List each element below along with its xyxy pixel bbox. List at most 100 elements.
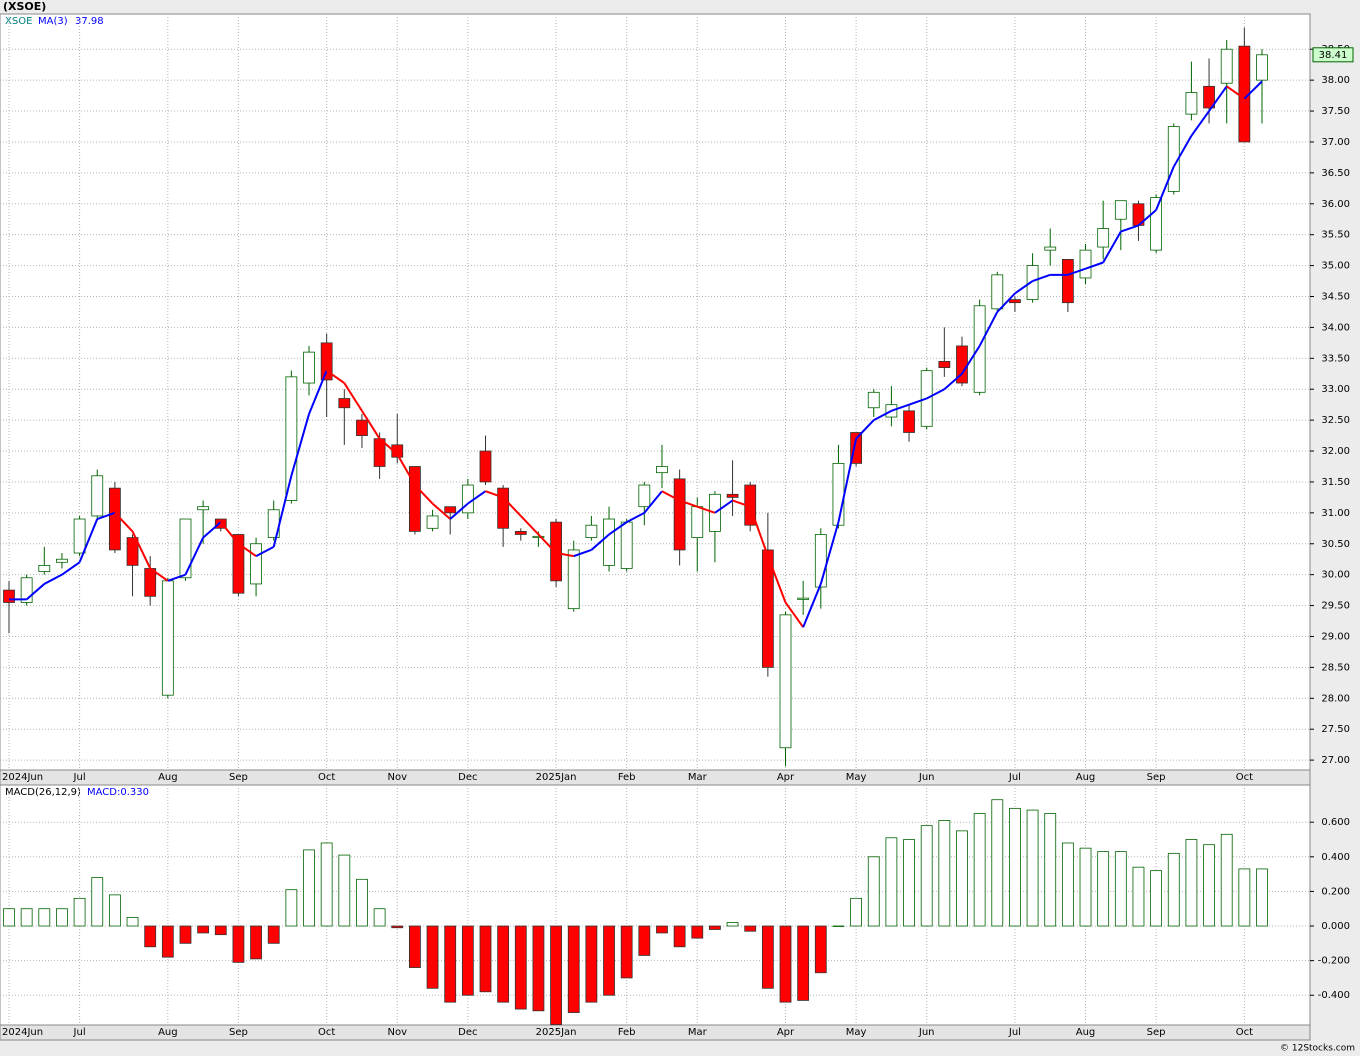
y-tick-label: 0.200 bbox=[1321, 886, 1350, 897]
macd-bar bbox=[303, 849, 315, 927]
ma-segment bbox=[573, 548, 592, 558]
y-tick-label: 29.00 bbox=[1321, 631, 1350, 642]
macd-bar bbox=[56, 908, 68, 927]
candle-body bbox=[1026, 265, 1039, 300]
candle-body bbox=[532, 535, 545, 538]
candle-body bbox=[356, 419, 368, 436]
macd-bar bbox=[1185, 839, 1198, 927]
macd-bar bbox=[567, 925, 580, 1013]
macd-bar bbox=[1044, 813, 1057, 927]
macd-bar bbox=[179, 925, 192, 944]
macd-bar bbox=[373, 908, 386, 927]
ma-segment bbox=[1085, 261, 1104, 270]
last-price-box bbox=[1312, 47, 1354, 63]
macd-bar bbox=[1097, 851, 1110, 927]
ma-segment bbox=[766, 555, 787, 603]
macd-bar bbox=[1150, 870, 1163, 927]
macd-bar bbox=[761, 925, 774, 989]
ma-segment bbox=[891, 403, 910, 412]
price-panel bbox=[0, 13, 1311, 771]
ma-segment bbox=[1190, 110, 1210, 137]
x-tick-label: Oct bbox=[1236, 1027, 1253, 1038]
candle-body bbox=[656, 466, 668, 474]
y-tick-label: 34.00 bbox=[1321, 322, 1350, 333]
y-tick-label: -0.200 bbox=[1318, 956, 1350, 967]
ma-segment bbox=[1137, 209, 1157, 227]
chart-title: (XSOE) bbox=[3, 0, 46, 13]
macd-bar bbox=[991, 799, 1004, 927]
x-tick-label: Jul bbox=[73, 1027, 86, 1038]
candle-body bbox=[1256, 54, 1268, 81]
ma-segment bbox=[749, 506, 769, 557]
legend-name: XSOE bbox=[5, 16, 32, 27]
x-tick-label: May bbox=[846, 1027, 867, 1038]
macd-bar bbox=[144, 925, 157, 948]
macd-bar bbox=[409, 925, 421, 968]
x-tick-label: Oct bbox=[1236, 772, 1253, 783]
macd-bar bbox=[1167, 852, 1180, 927]
ma-segment bbox=[414, 484, 434, 505]
y-tick-label: 38.00 bbox=[1321, 75, 1350, 86]
candle-body bbox=[938, 361, 951, 368]
x-tick-label: Feb bbox=[618, 1027, 636, 1038]
y-tick-label: 0.400 bbox=[1321, 852, 1350, 863]
y-tick-label: 36.50 bbox=[1321, 168, 1350, 179]
legend-macd: MACD(26,12,9) bbox=[5, 787, 81, 798]
ma-segment bbox=[431, 502, 451, 520]
ma-segment bbox=[237, 542, 257, 557]
macd-bar bbox=[885, 837, 898, 927]
ma-segment bbox=[1032, 273, 1051, 282]
x-tick-label: Mar bbox=[688, 772, 708, 783]
ma-segment bbox=[1208, 85, 1228, 112]
ma-segment bbox=[1155, 166, 1175, 211]
macd-bar bbox=[320, 842, 333, 927]
x-tick-label: Dec bbox=[458, 1027, 477, 1038]
candle-body bbox=[179, 518, 192, 579]
macd-bar bbox=[603, 925, 615, 996]
y-tick-label: 32.50 bbox=[1321, 415, 1350, 426]
macd-bar bbox=[814, 925, 827, 974]
y-tick-label: 28.50 bbox=[1321, 662, 1350, 673]
candle-body bbox=[303, 351, 315, 384]
macd-bar bbox=[20, 908, 33, 927]
candle-body bbox=[726, 493, 739, 498]
ma-segment bbox=[1226, 85, 1245, 100]
ma-segment bbox=[149, 567, 169, 582]
macd-bar bbox=[285, 889, 298, 927]
candle-body bbox=[232, 534, 245, 594]
candle-body bbox=[850, 432, 862, 464]
x-tick-label: Apr bbox=[777, 1027, 795, 1038]
candle-body bbox=[126, 537, 139, 566]
ma-segment bbox=[114, 512, 134, 533]
macd-bar bbox=[779, 925, 792, 1003]
ma-segment bbox=[855, 419, 875, 440]
ma-segment bbox=[467, 490, 487, 505]
macd-bar bbox=[91, 877, 104, 927]
macd-bar bbox=[1238, 868, 1251, 927]
x-tick-label: Nov bbox=[387, 772, 407, 783]
x-tick-label: Jul bbox=[73, 772, 86, 783]
x-tick-label: Jul bbox=[1008, 772, 1021, 783]
macd-bar bbox=[514, 925, 527, 1010]
x-tick-label: Oct bbox=[318, 1027, 335, 1038]
ma-segment bbox=[378, 437, 398, 455]
macd-bar bbox=[73, 897, 86, 927]
macd-bar bbox=[620, 925, 633, 979]
ma-segment bbox=[272, 475, 293, 548]
ma-segment bbox=[202, 521, 222, 539]
ma-segment bbox=[25, 583, 45, 601]
macd-bar bbox=[1220, 833, 1233, 927]
candle-body bbox=[1009, 299, 1021, 304]
macd-bar bbox=[197, 925, 210, 934]
x-tick-label: 2025Jan bbox=[536, 772, 577, 783]
macd-bar bbox=[797, 925, 810, 1001]
candle-body bbox=[1150, 197, 1163, 251]
ma-segment bbox=[590, 533, 610, 551]
candle-body bbox=[585, 524, 598, 538]
x-tick-label: Sep bbox=[1147, 772, 1166, 783]
candle-body bbox=[673, 478, 686, 551]
macd-bar bbox=[108, 894, 121, 927]
y-tick-label: 0.600 bbox=[1321, 817, 1350, 828]
ma-segment bbox=[555, 552, 574, 558]
macd-bar bbox=[232, 925, 245, 963]
